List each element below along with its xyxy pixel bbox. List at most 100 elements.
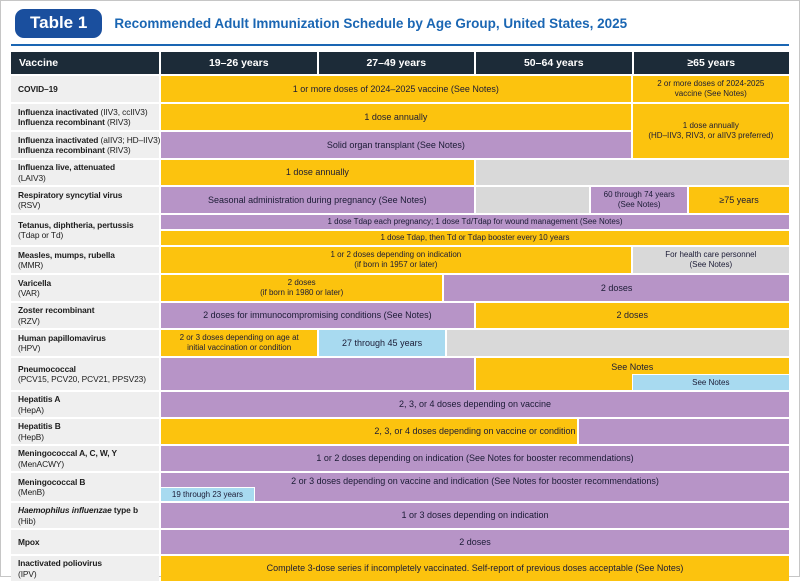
vaccine-label-line: (RSV) <box>18 200 156 211</box>
vaccine-label-line: (MenB) <box>18 487 156 498</box>
schedule-bars: 2 doses <box>161 530 789 554</box>
vaccine-label-text: Zoster recombinant <box>18 305 95 315</box>
segment-text: 1 dose Tdap, then Td or Tdap booster eve… <box>380 233 570 243</box>
vaccine-label-text: Meningococcal A, C, W, Y <box>18 448 118 458</box>
vaccine-label-text: COVID–19 <box>18 83 58 94</box>
segment-text: 1 dose annually <box>364 111 428 122</box>
schedule-bars: 1 dose annually <box>161 104 789 130</box>
vaccine-label: Tetanus, diphtheria, pertussis (Tdap or T… <box>11 215 159 245</box>
vaccine-label: Influenza inactivated (aIIV3; HD–IIV3) In… <box>11 132 160 158</box>
vaccine-label-line: (IPV) <box>18 569 156 580</box>
schedule-bar-segment: 2 or 3 doses depending on vaccine and in… <box>161 473 789 501</box>
vaccine-label-line: Influenza recombinant (RIV3) <box>18 117 156 128</box>
vaccine-label-line: Respiratory syncytial virus <box>18 190 156 201</box>
schedule-bar-segment: 2 doses <box>444 275 789 301</box>
segment-text: For health care personnel (See Notes) <box>665 250 757 269</box>
schedule-bar-segment: Complete 3-dose series if incompletely v… <box>161 556 789 581</box>
vaccine-label-line: Tetanus, diphtheria, pertussis <box>18 220 156 231</box>
vaccine-label: Influenza live, attenuated (LAIV3) <box>11 160 159 185</box>
vaccine-label-line: Meningococcal A, C, W, Y <box>18 448 156 459</box>
vaccine-label: Measles, mumps, rubella (MMR) <box>11 247 159 273</box>
segment-text: 60 through 74 years (See Notes) <box>603 190 675 209</box>
schedule-bars: 1 or 3 doses depending on indication <box>161 503 789 528</box>
vaccine-label-text: (RZV) <box>18 315 40 326</box>
schedule-bar-segment <box>475 187 590 213</box>
vaccine-label-text: Varicella <box>18 277 52 288</box>
vaccine-label-line: Hepatitis A <box>18 394 156 405</box>
schedule-bar-segment: Seasonal administration during pregnancy… <box>161 187 474 213</box>
vaccine-label-line: (HepB) <box>18 432 156 443</box>
vaccine-label: COVID–19 <box>11 76 159 102</box>
schedule-bar-segment: 1 dose annually <box>161 160 474 185</box>
table-body: COVID–19 1 or more doses of 2024–2025 vac… <box>11 76 789 581</box>
table-row: Pneumococcal (PCV15, PCV20, PCV21, PPSV23… <box>11 358 789 390</box>
vaccine-label-text: Respiratory syncytial virus <box>18 189 123 200</box>
vaccine-label-line: Hepatitis B <box>18 421 156 432</box>
vaccine-label: Mpox <box>11 530 159 554</box>
vaccine-label-line: (VAR) <box>18 288 156 299</box>
table-row: Respiratory syncytial virus (RSV) Seasonal… <box>11 187 789 213</box>
schedule-bars: 2 or 3 doses depending on age at initial… <box>161 330 789 356</box>
schedule-bar-segment: 1 or more doses of 2024–2025 vaccine (Se… <box>161 76 631 102</box>
schedule-bar-segment: 1 or 2 doses depending on indication (if… <box>161 247 631 273</box>
vaccine-label-line: Haemophilus influenzae type b <box>18 505 156 516</box>
segment-text: 2 doses (if born in 1980 or later) <box>260 278 344 297</box>
schedule-bars: 2 or 3 doses depending on vaccine and in… <box>161 473 789 501</box>
vaccine-label-text: (Tdap or Td) <box>18 230 64 240</box>
schedule-bar-segment: 1 or 3 doses depending on indication <box>161 503 789 528</box>
schedule-bars: 1 or 2 doses depending on indication (if… <box>161 247 789 273</box>
table-row: Inactivated poliovirus (IPV) Complete 3-do… <box>11 556 789 581</box>
vaccine-label: Zoster recombinant (RZV) <box>11 303 159 328</box>
vaccine-label-text: (IPV) <box>18 568 37 579</box>
vaccine-label: Hepatitis B (HepB) <box>11 419 159 444</box>
vaccine-label-line: Influenza inactivated (aIIV3; HD–IIV3) <box>18 135 160 146</box>
table-row: Mpox 2 doses <box>11 530 789 554</box>
vaccine-label-line: (HepA) <box>18 405 156 416</box>
table-row: Tetanus, diphtheria, pertussis (Tdap or T… <box>11 215 789 245</box>
segment-text: 2 or more doses of 2024-2025 vaccine (Se… <box>657 79 765 98</box>
vaccine-label-line: Pneumococcal <box>18 364 156 375</box>
vaccine-label-text: Tetanus, diphtheria, pertussis <box>18 219 134 230</box>
vaccine-label: Inactivated poliovirus (IPV) <box>11 556 159 581</box>
vaccine-label-line: (MMR) <box>18 260 156 271</box>
vaccine-label-text: Measles, mumps, rubella <box>18 249 115 260</box>
vaccine-label-text: (MMR) <box>18 260 44 270</box>
segment-text: Complete 3-dose series if incompletely v… <box>266 563 684 574</box>
schedule-bar-segment: For health care personnel (See Notes) <box>632 247 789 273</box>
segment-text: 1 or 2 doses depending on indication (Se… <box>316 453 634 464</box>
column-header-row: Vaccine 19–26 years 27–49 years 50–64 ye… <box>11 52 789 74</box>
schedule-bar-segment <box>475 160 789 185</box>
vaccine-label-line: (PCV15, PCV20, PCV21, PPSV23) <box>18 374 156 385</box>
vaccine-label-text: (PCV15, PCV20, PCV21, PPSV23) <box>18 374 146 384</box>
vaccine-label-line: Measles, mumps, rubella <box>18 250 156 261</box>
segment-text: 1 or 3 doses depending on indication <box>401 510 549 521</box>
vaccine-label-text: (MenB) <box>18 487 45 497</box>
schedule-bar-segment: 2 doses for immunocompromising condition… <box>161 303 474 328</box>
column-header-65plus: ≥65 years <box>633 52 789 74</box>
table-row: COVID–19 1 or more doses of 2024–2025 vac… <box>11 76 789 102</box>
vaccine-label: Varicella (VAR) <box>11 275 159 301</box>
segment-text: 2 doses for immunocompromising condition… <box>203 310 432 321</box>
vaccine-label-text: (HepA) <box>18 404 44 415</box>
segment-text: 2 or 3 doses depending on vaccine and in… <box>291 475 659 486</box>
schedule-bars: Solid organ transplant (See Notes) <box>161 132 789 158</box>
schedule-bar-segment <box>578 419 789 444</box>
vaccine-label-text: (MenACWY) <box>18 458 65 469</box>
schedule-bar-segment: 1 or 2 doses depending on indication (Se… <box>161 446 789 471</box>
vaccine-label-text: Haemophilus influenzae <box>18 505 112 515</box>
vaccine-label-text: type b <box>111 505 138 515</box>
table-number-badge: Table 1 <box>15 9 103 38</box>
vaccine-label: Human papillomavirus (HPV) <box>11 330 159 356</box>
vaccine-label-line: Human papillomavirus <box>18 333 156 344</box>
schedule-bar-segment: 2, 3, or 4 doses depending on vaccine <box>161 392 789 417</box>
vaccine-label-text: (aIIV3; HD–IIV3) <box>98 134 161 145</box>
segment-text: 27 through 45 years <box>342 337 423 348</box>
schedule-bar-segment: See Notes <box>632 375 789 390</box>
segment-text: 2 doses <box>459 536 491 547</box>
schedule-bar-segment <box>446 330 789 356</box>
schedule-bars: 2, 3, or 4 doses depending on vaccine <box>161 392 789 417</box>
segment-text: 2, 3, or 4 doses depending on vaccine <box>398 399 552 410</box>
segment-text: Seasonal administration during pregnancy… <box>208 194 427 205</box>
schedule-bar-segment: 1 dose Tdap each pregnancy; 1 dose Td/Td… <box>161 215 789 229</box>
